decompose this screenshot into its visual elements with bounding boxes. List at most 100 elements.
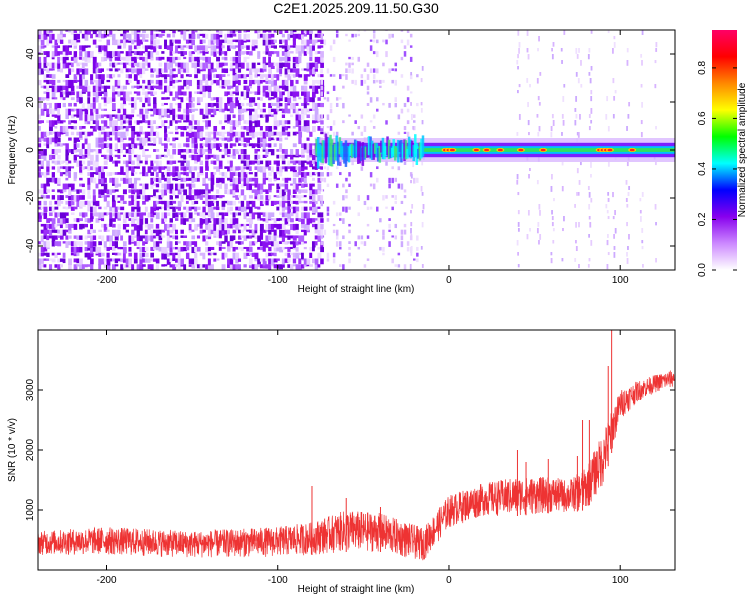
heatmap-cell (238, 143, 242, 146)
heatmap-cell (51, 56, 55, 60)
heatmap-cell (232, 264, 236, 270)
heatmap-cell (246, 172, 250, 175)
heatmap-cell (284, 189, 289, 192)
heatmap-cell (213, 223, 217, 231)
heatmap-cell (46, 143, 50, 149)
heatmap-cell (43, 137, 47, 142)
heatmap-cell (613, 42, 616, 48)
heatmap-cell (172, 108, 176, 115)
heatmap-cell (199, 30, 203, 32)
heatmap-cell (103, 120, 108, 127)
heatmap-cell (290, 218, 294, 223)
heatmap-cell (158, 85, 163, 90)
heatmap-cell (43, 258, 47, 261)
heatmap-cell (133, 62, 137, 67)
heatmap-cell (40, 212, 44, 216)
heatmap-cell (385, 195, 388, 199)
heatmap-cell (125, 166, 130, 174)
heatmap-cell (216, 166, 221, 172)
heatmap-cell (43, 212, 48, 220)
heatmap-cell (370, 140, 374, 160)
heatmap-cell (122, 126, 127, 129)
heatmap-cell (287, 235, 291, 240)
heatmap-cell (268, 252, 273, 257)
heatmap-cell (251, 120, 256, 124)
heatmap-cell (147, 120, 151, 126)
heatmap-cell (273, 85, 278, 92)
heatmap-cell (400, 39, 404, 44)
heatmap-cell (335, 183, 339, 188)
heatmap-cell (224, 79, 228, 87)
heatmap-cell (172, 252, 176, 259)
heatmap-cell (301, 172, 305, 178)
heatmap-cell (218, 246, 222, 251)
heatmap-cell (90, 102, 94, 108)
heatmap-cell (273, 108, 278, 115)
heatmap-cell (224, 166, 228, 169)
heatmap-cell (518, 114, 521, 120)
heatmap-cell (240, 166, 245, 173)
heatmap-cell (292, 223, 297, 231)
heatmap-cell (111, 189, 116, 193)
heatmap-cell (147, 97, 151, 104)
heatmap-cell (232, 114, 236, 119)
heatmap-cell (65, 160, 69, 165)
heatmap-cell (314, 56, 318, 63)
heatmap-cell (303, 51, 307, 56)
heatmap-cell (248, 177, 253, 182)
heatmap-cell (169, 235, 173, 238)
heatmap-cell (232, 177, 237, 184)
heatmap-cell (139, 218, 144, 225)
heatmap-cell (268, 246, 272, 252)
heatmap-cell (273, 62, 277, 67)
heatmap-cell (332, 120, 336, 126)
heatmap-cell (131, 62, 135, 68)
heatmap-cell (314, 206, 318, 213)
heatmap-cell (131, 56, 136, 62)
heatmap-cell (166, 62, 171, 70)
heatmap-cell (259, 97, 263, 101)
heatmap-cell (54, 137, 58, 144)
heatmap-cell (199, 91, 203, 95)
heatmap-cell (136, 30, 141, 33)
heatmap-cell (213, 218, 217, 225)
heatmap-cell (79, 149, 83, 156)
heatmap-cell (268, 235, 272, 241)
heatmap-cell (144, 258, 148, 263)
heatmap-cell (243, 212, 247, 220)
heatmap-cell (259, 137, 264, 143)
heatmap-cell (287, 195, 291, 201)
heatmap-cell (46, 120, 51, 124)
heatmap-cell (268, 33, 272, 39)
heatmap-cell (345, 189, 348, 194)
heatmap-cell (268, 62, 272, 68)
heatmap-cell (287, 33, 291, 41)
heatmap-cell (301, 108, 305, 115)
heatmap-cell (128, 51, 133, 57)
heatmap-cell (109, 172, 113, 176)
heatmap-cell (251, 235, 255, 238)
heatmap-cell (311, 160, 316, 164)
heatmap-cell (382, 102, 385, 106)
heatmap-cell (262, 200, 266, 205)
heatmap-cell (298, 235, 303, 243)
heatmap-cell (314, 241, 318, 246)
heatmap-cell (128, 160, 133, 164)
heatmap-cell (144, 137, 148, 143)
heatmap-cell (177, 97, 182, 100)
heatmap-cell (155, 39, 160, 45)
heatmap-cell (578, 48, 580, 53)
heatmap-cell (84, 246, 89, 252)
heatmap-cell (68, 149, 73, 153)
heatmap-cell (317, 223, 321, 230)
heatmap-cell (281, 212, 285, 218)
heatmap-cell (54, 160, 59, 165)
heatmap-cell (240, 45, 244, 50)
heatmap-cell (311, 154, 316, 161)
heatmap-cell (292, 68, 296, 73)
heatmap-cell (281, 131, 286, 136)
heatmap-cell (268, 85, 272, 93)
heatmap-cell (207, 218, 212, 223)
heatmap-cell (205, 195, 209, 202)
heatmap-cell (205, 154, 210, 160)
